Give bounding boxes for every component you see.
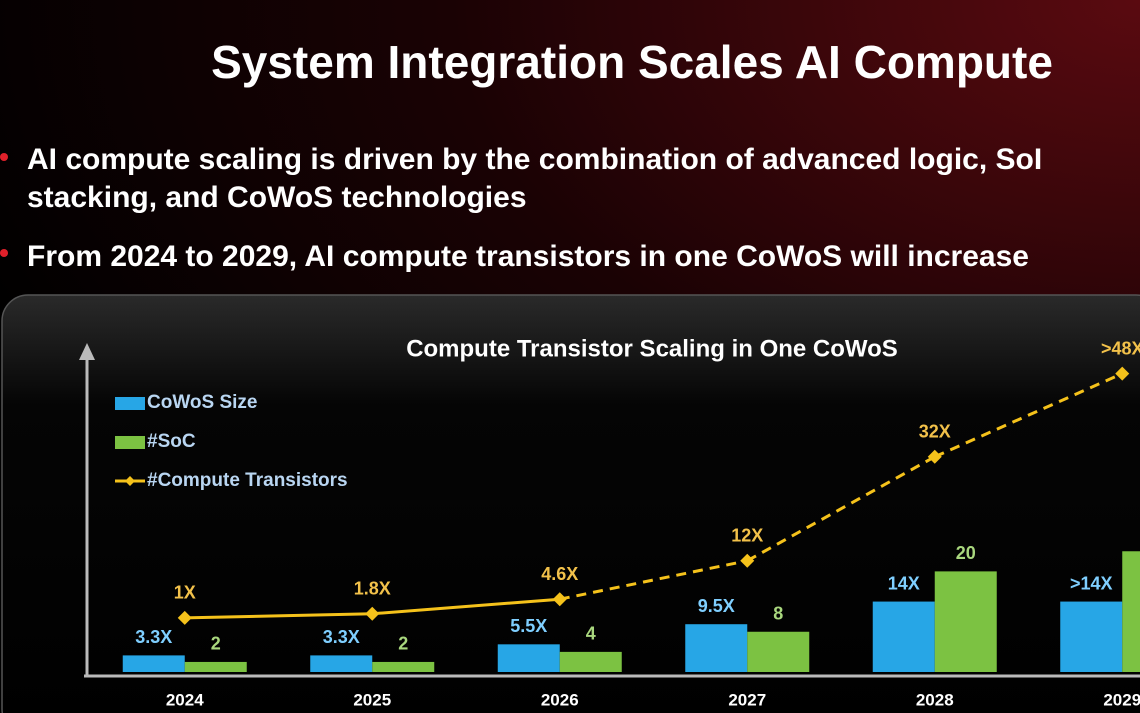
- x-tick-label: 2024: [166, 690, 204, 709]
- line-marker: [1115, 366, 1130, 381]
- bar: [872, 601, 935, 672]
- bar: [559, 651, 622, 672]
- bar-value-label: 4: [586, 624, 596, 644]
- bar: [184, 661, 247, 672]
- legend-label: CoWoS Size: [147, 392, 258, 413]
- x-tick-label: 2026: [541, 690, 579, 709]
- line-segment: [746, 455, 936, 563]
- line-segment: [184, 612, 373, 620]
- slide-title: System Integration Scales AI Compute: [211, 36, 1053, 88]
- x-tick-label: 2027: [728, 690, 766, 709]
- bullet-text: stacking, and CoWoS technologies: [27, 181, 527, 214]
- bullet-text: AI compute scaling is driven by the comb…: [27, 143, 1042, 176]
- line-segment: [934, 372, 1123, 459]
- bar-value-label: 2: [211, 634, 221, 654]
- line-marker: [740, 553, 755, 568]
- line-value-label: >48X: [1101, 338, 1140, 358]
- bar: [1060, 601, 1123, 672]
- bar-value-label: 3.3X: [323, 627, 360, 647]
- x-tick-label: 2029: [1103, 690, 1140, 709]
- line-value-label: 1X: [174, 583, 196, 603]
- line-value-label: 4.6X: [541, 564, 578, 584]
- bar-value-label: 9.5X: [698, 596, 735, 616]
- bar: [372, 661, 435, 672]
- bar: [685, 624, 748, 672]
- bar-value-label: 14X: [888, 573, 920, 593]
- bar: [122, 655, 185, 672]
- bullet-text: From 2024 to 2029, AI compute transistor…: [27, 240, 1029, 273]
- legend-swatch: [115, 436, 145, 449]
- bar: [747, 631, 810, 672]
- y-axis-arrow: [79, 343, 95, 360]
- chart-title: Compute Transistor Scaling in One CoWoS: [406, 335, 898, 362]
- bar-value-label: 20: [956, 543, 976, 563]
- x-tick-label: 2025: [353, 690, 391, 709]
- bar-value-label: 3.3X: [135, 627, 172, 647]
- line-marker: [927, 449, 942, 464]
- legend-label: #SoC: [147, 431, 196, 452]
- line-segment: [372, 597, 560, 616]
- bar: [1122, 551, 1140, 672]
- line-segment: [559, 559, 748, 601]
- bar: [934, 571, 997, 672]
- chart-panel: [1, 294, 1140, 713]
- line-value-label: 12X: [731, 525, 763, 545]
- x-tick-label: 2028: [916, 690, 954, 709]
- bar-value-label: 5.5X: [510, 616, 547, 636]
- bar-value-label: >14X: [1070, 573, 1113, 593]
- legend-label: #Compute Transistors: [147, 470, 348, 491]
- line-marker: [552, 592, 567, 607]
- bar: [310, 655, 373, 672]
- bar-value-label: 2: [398, 634, 408, 654]
- bullet-dot: [0, 249, 8, 257]
- legend-swatch: [115, 397, 145, 410]
- line-value-label: 32X: [919, 422, 951, 442]
- bar: [497, 644, 560, 672]
- line-value-label: 1.8X: [354, 579, 391, 599]
- legend-marker: [125, 476, 135, 486]
- bar-value-label: 8: [773, 604, 783, 624]
- bullet-dot: [0, 153, 8, 161]
- line-marker: [177, 610, 192, 625]
- line-marker: [365, 606, 380, 621]
